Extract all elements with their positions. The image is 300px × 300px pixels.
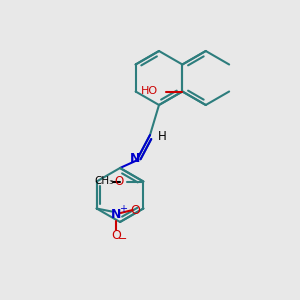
Text: CH₃: CH₃ [95, 176, 114, 187]
Text: O: O [115, 175, 124, 188]
Text: H: H [158, 130, 166, 143]
Text: O: O [111, 229, 121, 242]
Text: +: + [119, 204, 127, 214]
Text: N: N [130, 152, 140, 166]
Text: O: O [131, 203, 141, 217]
Text: −: − [118, 233, 128, 244]
Text: HO: HO [141, 86, 158, 97]
Text: N: N [111, 208, 121, 221]
